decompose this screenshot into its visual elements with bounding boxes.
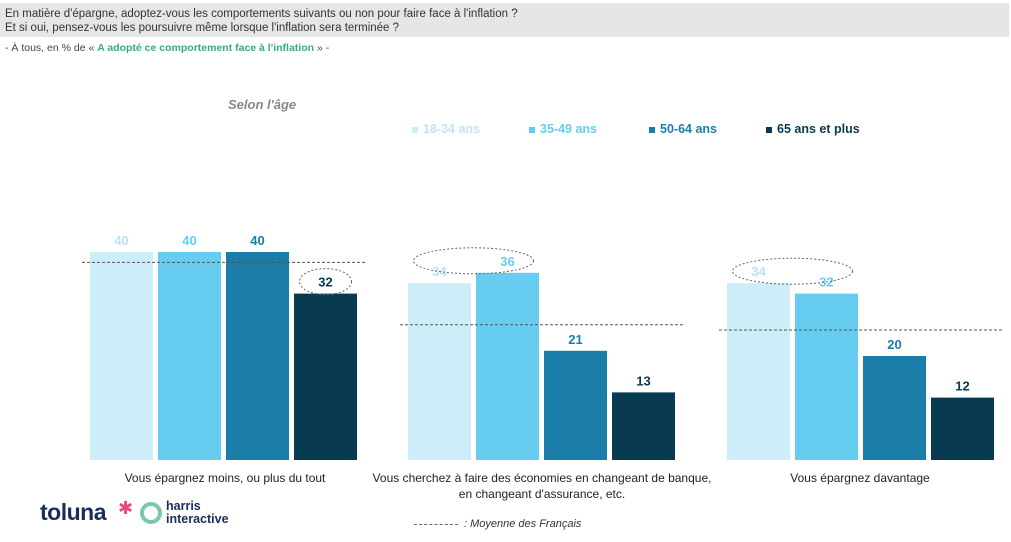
category-label-1: Vous cherchez à faire des économies en c… xyxy=(372,471,712,501)
subtitle-highlight: A adopté ce comportement face à l'inflat… xyxy=(97,42,315,54)
bar-2-3 xyxy=(931,397,994,460)
bar-0-3 xyxy=(294,293,357,460)
data-label-0-0: 40 xyxy=(114,233,128,248)
bar-0-0 xyxy=(90,252,153,460)
harris-logo-line-1: harris xyxy=(166,499,201,513)
legend-swatch xyxy=(529,126,535,133)
legend-item-1: 35-49 ans xyxy=(529,122,597,136)
harris-ring-icon xyxy=(140,502,162,524)
data-label-1-2: 21 xyxy=(568,332,582,347)
category-label-0: Vous épargnez moins, ou plus du tout xyxy=(124,471,326,485)
bar-0-1 xyxy=(158,252,221,460)
bar-2-2 xyxy=(863,356,926,460)
bar-1-2 xyxy=(544,350,607,460)
subtitle-suffix: » - xyxy=(316,42,330,54)
question-banner: En matière d'épargne, adoptez-vous les c… xyxy=(0,3,1009,37)
bar-1-1 xyxy=(476,272,539,460)
data-label-2-3: 12 xyxy=(955,379,969,394)
average-note: : Moyenne des Français xyxy=(414,518,581,530)
question-line-1: En matière d'épargne, adoptez-vous les c… xyxy=(5,8,518,20)
data-label-0-2: 40 xyxy=(250,233,264,248)
bar-1-3 xyxy=(612,392,675,460)
highlight-ellipse-2 xyxy=(732,257,853,285)
legend-swatch xyxy=(649,126,655,133)
data-label-0-1: 40 xyxy=(182,233,196,248)
legend-item-2: 50-64 ans xyxy=(649,122,717,136)
highlight-ellipse-1 xyxy=(413,247,534,275)
harris-logo-line-2: interactive xyxy=(166,512,229,526)
legend-swatch xyxy=(766,126,772,133)
legend-swatch xyxy=(412,126,418,133)
legend-label: 18-34 ans xyxy=(423,122,480,136)
highlight-ellipse-0 xyxy=(299,268,352,296)
toluna-logo: toluna xyxy=(40,499,107,525)
category-label-2: Vous épargnez davantage xyxy=(790,471,930,485)
legend-label: 65 ans et plus xyxy=(777,122,860,136)
asterisk-icon: ✱ xyxy=(118,498,134,518)
harris-interactive-logo: harris interactive xyxy=(166,500,229,526)
legend-item-0: 18-34 ans xyxy=(412,122,480,136)
bar-0-2 xyxy=(226,252,289,460)
legend-label: 50-64 ans xyxy=(660,122,717,136)
data-label-2-0: 34 xyxy=(751,264,766,279)
breakdown-label: Selon l'âge xyxy=(228,97,297,112)
legend-item-3: 65 ans et plus xyxy=(766,122,860,136)
data-label-2-2: 20 xyxy=(887,337,901,352)
data-label-0-3: 32 xyxy=(318,275,332,290)
data-label-1-3: 13 xyxy=(636,373,650,388)
subtitle-prefix: - À tous, en % de « xyxy=(5,42,95,54)
bar-2-1 xyxy=(795,293,858,460)
legend-label: 35-49 ans xyxy=(540,122,597,136)
question-line-2: Et si oui, pensez-vous les poursuivre mê… xyxy=(5,22,400,34)
bar-1-0 xyxy=(408,283,471,460)
data-label-1-1: 36 xyxy=(500,254,514,269)
subtitle: - À tous, en % de « A adopté ce comporte… xyxy=(5,42,329,54)
average-note-text: : Moyenne des Français xyxy=(464,518,582,530)
bar-2-0 xyxy=(727,283,790,460)
average-dash-sample xyxy=(414,523,458,525)
